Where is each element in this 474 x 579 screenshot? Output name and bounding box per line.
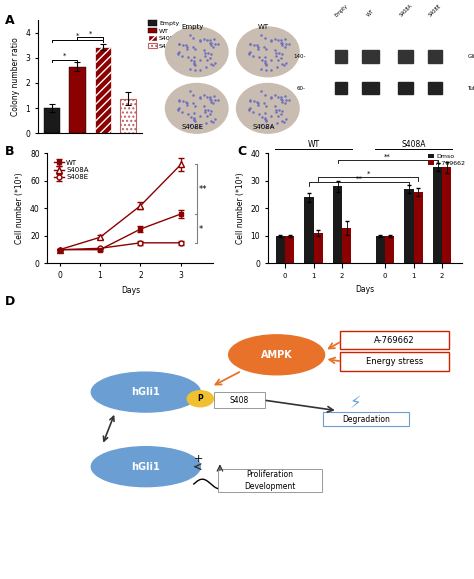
Text: S408: S408 xyxy=(230,395,249,405)
Bar xyxy=(276,236,285,263)
Legend: WT, S408A, S408E: WT, S408A, S408E xyxy=(51,157,91,183)
FancyBboxPatch shape xyxy=(214,393,265,408)
Legend: Empty, WT, S408A, S408E: Empty, WT, S408A, S408E xyxy=(146,18,182,51)
Text: Degradation: Degradation xyxy=(342,415,390,424)
Text: WT: WT xyxy=(258,24,269,30)
Bar xyxy=(335,82,347,94)
Circle shape xyxy=(237,83,299,133)
X-axis label: Days: Days xyxy=(121,285,140,295)
Text: Proliferation
Development: Proliferation Development xyxy=(245,471,296,490)
Circle shape xyxy=(165,83,228,133)
Bar xyxy=(428,50,442,63)
Bar xyxy=(120,98,137,133)
Bar xyxy=(313,233,323,263)
Bar xyxy=(404,189,413,263)
Text: Gli1$^{Flag}$: Gli1$^{Flag}$ xyxy=(467,52,474,61)
Text: A-769662: A-769662 xyxy=(374,336,415,345)
X-axis label: Days: Days xyxy=(356,285,374,294)
Bar xyxy=(398,82,413,94)
Ellipse shape xyxy=(91,447,201,486)
Bar xyxy=(342,228,351,263)
Text: P: P xyxy=(198,394,203,403)
Y-axis label: Cell number (*10³): Cell number (*10³) xyxy=(236,173,245,244)
Ellipse shape xyxy=(91,372,201,412)
FancyBboxPatch shape xyxy=(340,352,449,371)
Text: WT: WT xyxy=(366,9,375,18)
Bar xyxy=(304,197,313,263)
Text: B: B xyxy=(5,145,14,157)
Text: hGli1: hGli1 xyxy=(131,387,160,397)
Text: WT: WT xyxy=(308,140,319,149)
Ellipse shape xyxy=(228,335,325,375)
Text: Energy stress: Energy stress xyxy=(366,357,423,366)
Text: S408E: S408E xyxy=(428,3,442,18)
Text: C: C xyxy=(237,145,246,157)
FancyBboxPatch shape xyxy=(340,331,449,350)
Circle shape xyxy=(237,27,299,77)
Bar xyxy=(362,82,379,94)
Bar xyxy=(285,236,294,263)
Bar xyxy=(413,192,423,263)
Bar xyxy=(433,167,442,263)
Y-axis label: Colony number ratio: Colony number ratio xyxy=(11,37,20,116)
Bar xyxy=(69,67,86,133)
Text: **: ** xyxy=(384,154,391,160)
Text: ⚡: ⚡ xyxy=(349,394,361,412)
Text: Empty: Empty xyxy=(181,24,204,30)
Bar xyxy=(398,50,413,63)
Circle shape xyxy=(165,27,228,77)
Bar xyxy=(376,236,385,263)
Bar xyxy=(335,50,347,63)
Text: AMPK: AMPK xyxy=(261,350,292,360)
Text: S408A: S408A xyxy=(398,3,413,18)
Bar xyxy=(362,50,379,63)
Bar xyxy=(44,108,60,133)
Text: hGli1: hGli1 xyxy=(131,461,160,472)
Text: *: * xyxy=(76,33,79,39)
Text: *: * xyxy=(366,170,370,176)
FancyBboxPatch shape xyxy=(323,412,409,427)
Text: S408E: S408E xyxy=(182,124,203,130)
Bar xyxy=(442,167,451,263)
Text: A: A xyxy=(5,14,14,27)
Text: D: D xyxy=(5,295,15,308)
Text: Tubulin: Tubulin xyxy=(467,86,474,90)
Text: +: + xyxy=(193,454,203,464)
Text: **: ** xyxy=(199,185,208,194)
Text: 140-: 140- xyxy=(293,54,306,59)
Bar xyxy=(428,82,442,94)
Text: 60-: 60- xyxy=(297,86,306,90)
Text: *: * xyxy=(88,31,92,36)
Text: *: * xyxy=(199,225,203,233)
Text: **: ** xyxy=(356,176,362,182)
Text: S408A: S408A xyxy=(252,124,275,130)
Bar xyxy=(94,47,111,133)
Bar xyxy=(385,236,394,263)
Y-axis label: Cell number (*10³): Cell number (*10³) xyxy=(16,173,25,244)
Legend: Dmso, A-769662: Dmso, A-769662 xyxy=(426,151,469,168)
Text: Empty: Empty xyxy=(334,3,348,18)
Circle shape xyxy=(187,391,213,406)
FancyBboxPatch shape xyxy=(218,470,322,492)
Text: *: * xyxy=(63,53,66,59)
Text: S408A: S408A xyxy=(401,140,426,149)
Bar xyxy=(333,186,342,263)
